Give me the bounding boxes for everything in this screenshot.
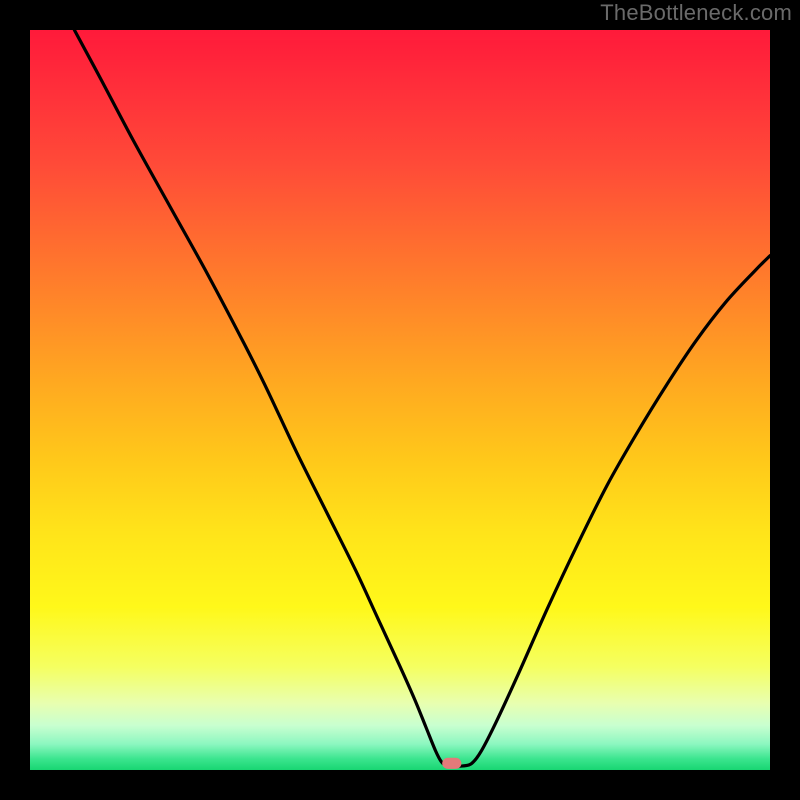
chart-stage: TheBottleneck.com — [0, 0, 800, 800]
bottleneck-chart — [0, 0, 800, 800]
optimal-marker — [442, 758, 461, 769]
plot-background — [30, 30, 770, 770]
